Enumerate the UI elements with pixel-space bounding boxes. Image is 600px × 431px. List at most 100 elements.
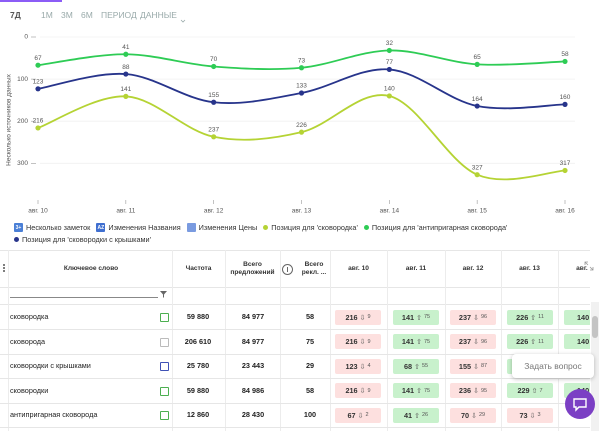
row-divider [0, 329, 590, 330]
position: 70 [460, 410, 470, 420]
keyword-link[interactable] [160, 386, 169, 396]
column-divider [330, 250, 331, 431]
keyword[interactable]: сковородки с крышками [10, 361, 91, 370]
position: 141 [401, 337, 415, 346]
column-header[interactable]: Всего предложений [230, 261, 275, 276]
data-label: 140 [384, 86, 395, 93]
column-header[interactable]: авг. 12 [462, 265, 484, 272]
position-change: 11 [538, 314, 544, 320]
data-point [298, 129, 305, 135]
period-tab[interactable]: 7Д [10, 10, 21, 20]
trend-arrow [360, 386, 366, 395]
position-cell: 226 11 [507, 309, 553, 325]
trend-arrow [530, 313, 536, 322]
chat-button[interactable] [565, 389, 595, 419]
keyword-table: Ключевое слово Частота Всего предложений Вс… [0, 250, 590, 431]
row-divider [0, 378, 590, 379]
y-tick-label: 300 [17, 160, 28, 167]
column-header[interactable]: авг. 11 [405, 265, 427, 272]
legend-icon [186, 223, 196, 232]
period-tab[interactable]: 1М [41, 10, 53, 20]
position: 216 [345, 386, 358, 395]
data-label: 327 [472, 164, 483, 171]
keyword-link[interactable] [160, 313, 169, 322]
data-label: 216 [33, 118, 44, 125]
keyword[interactable]: сковородка [10, 312, 49, 321]
legend-icon: AZ [96, 223, 106, 232]
keyword-link[interactable] [160, 362, 169, 371]
period-tab[interactable]: ПЕРИОД [101, 10, 137, 20]
legend-item[interactable]: 3+ Несколько заметок [14, 223, 90, 232]
column-divider [501, 250, 502, 431]
data-point [386, 93, 392, 99]
position-change: 4 [367, 363, 371, 369]
data-point [35, 62, 41, 68]
menu-dot [3, 264, 5, 266]
info-icon[interactable] [282, 264, 293, 275]
position-cell: 141 75 [393, 309, 439, 325]
column-divider [172, 250, 173, 431]
keyword-link[interactable] [160, 411, 169, 420]
legend-item[interactable]: Позиция для 'антипригарная сковорода' [363, 223, 508, 232]
legend-item[interactable]: Позиция для 'сковородка' [263, 223, 358, 232]
active-indicator [0, 0, 62, 2]
scroll-thumb[interactable] [592, 316, 598, 338]
ads: 75 [305, 336, 315, 346]
data-point [211, 99, 217, 105]
position-cell: 140 [564, 309, 590, 325]
position: 67 [347, 410, 356, 420]
trend-arrow [471, 411, 477, 420]
column-header[interactable]: авг. 10 [348, 265, 369, 272]
column-divider [8, 250, 9, 431]
expand-icon[interactable] [583, 260, 595, 272]
keyword[interactable]: антипригарная сковорода [10, 410, 98, 419]
position-change: 87 [480, 363, 488, 369]
position: 123 [345, 361, 358, 371]
column-header[interactable]: Всего рекл. ... [301, 261, 327, 276]
legend-label: Позиция для 'антипригарная сковорода' [371, 223, 508, 232]
position-change: 9 [367, 314, 371, 320]
keyword[interactable]: сковородки [10, 385, 49, 395]
legend-item[interactable]: AZ Изменения Названия [96, 223, 181, 232]
position: 73 [519, 410, 528, 420]
filter-input[interactable] [10, 297, 158, 298]
position-cell: 155 87 [450, 358, 496, 374]
trend-arrow [360, 313, 366, 322]
keyword-link[interactable] [160, 337, 169, 347]
legend-dot [363, 225, 369, 230]
trend-arrow [473, 337, 479, 346]
data-point [474, 61, 480, 67]
trend-arrow [416, 386, 422, 395]
column-header[interactable]: авг. 14 [576, 265, 590, 272]
position-cell: 237 96 [450, 334, 496, 349]
column-header[interactable]: Ключевое слово [63, 265, 119, 272]
column-header[interactable]: Частота [185, 265, 212, 272]
y-axis-label: Несколько источников данных [6, 73, 13, 165]
column-divider [558, 250, 559, 431]
period-tab[interactable]: 6М [81, 10, 93, 20]
ads: 58 [305, 312, 315, 321]
legend-label: Несколько заметок [26, 223, 91, 232]
menu-dot [3, 270, 5, 272]
keyword[interactable]: сковорода [10, 336, 46, 346]
legend-item[interactable]: Изменения Цены [186, 223, 257, 232]
position: 155 [458, 361, 472, 371]
data-label: 77 [386, 59, 394, 66]
column-header[interactable]: авг. 13 [519, 265, 540, 272]
position: 140 [576, 337, 590, 346]
position-cell: 68 55 [393, 358, 439, 374]
data-point [562, 167, 568, 174]
position: 226 [516, 337, 529, 346]
period-tab[interactable]: ДАННЫЕ [140, 10, 177, 20]
data-label: 160 [560, 94, 571, 101]
legend-item[interactable]: Позиция для 'сковородки с крышками' [14, 235, 151, 244]
y-tick-label: 0 [24, 34, 28, 41]
scrollbar[interactable] [591, 302, 599, 431]
period-tab[interactable]: 3М [61, 10, 73, 20]
data-label: 226 [296, 122, 307, 129]
position-cell: 141 75 [393, 334, 439, 349]
help-tooltip[interactable]: Задать вопрос [512, 354, 594, 378]
trend-arrow [414, 362, 420, 371]
filter-icon[interactable] [160, 291, 167, 298]
position-change: 26 [421, 412, 429, 418]
